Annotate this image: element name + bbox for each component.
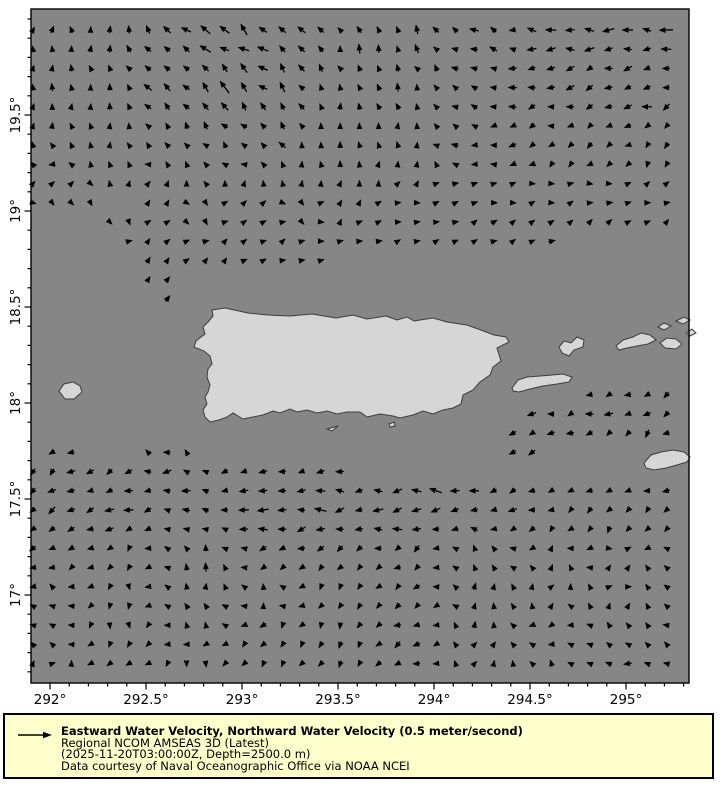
axis-ticks xyxy=(24,18,685,690)
island-st_john xyxy=(659,337,683,350)
island-mona xyxy=(58,381,83,400)
y-tick-label: 17° xyxy=(8,583,24,607)
legend-text-block: Eastward Water Velocity, Northward Water… xyxy=(61,724,523,773)
axis-tick-labels: 292° 292.5° 293° 293.5° 294° 294.5° 295° 19.5° 1… xyxy=(8,97,642,708)
island-vieques xyxy=(511,373,573,393)
y-tick-label: 17.5° xyxy=(8,481,24,518)
legend-time-depth-line: (2025-11-20T03:00:00Z, Depth=2500.0 m) xyxy=(61,747,311,762)
island-islet_south xyxy=(388,421,396,428)
legend-dataset-line: Regional NCOM AMSEAS 3D (Latest) xyxy=(61,735,270,750)
x-tick-label: 294° xyxy=(418,692,451,708)
island-culebra xyxy=(558,336,585,357)
legend-courtesy-line: Data courtesy of Naval Oceanographic Off… xyxy=(61,758,410,773)
x-tick-label: 292.5° xyxy=(123,692,168,708)
legend: Eastward Water Velocity, Northward Water… xyxy=(3,713,714,779)
y-tick-label: 18° xyxy=(8,391,24,415)
x-tick-label: 293.5° xyxy=(315,692,360,708)
x-tick-label: 292° xyxy=(34,692,67,708)
island-puerto_rico xyxy=(193,307,510,423)
map-plot-container: 292° 292.5° 293° 293.5° 294° 294.5° 295° 19.5° 1… xyxy=(8,8,697,708)
velocity-arrows xyxy=(28,23,674,669)
y-tick-label: 19.5° xyxy=(8,97,24,134)
reference-arrow-icon xyxy=(18,731,52,739)
island-st_thomas xyxy=(615,332,657,351)
land-islands xyxy=(58,307,697,471)
x-tick-label: 293° xyxy=(226,692,259,708)
legend-title: Eastward Water Velocity, Northward Water… xyxy=(61,724,523,738)
island-caja_de_muertos xyxy=(325,425,339,432)
x-tick-label: 295° xyxy=(610,692,643,708)
x-tick-label: 294.5° xyxy=(507,692,552,708)
island-tortola_2 xyxy=(674,316,692,325)
y-tick-label: 18.5° xyxy=(8,289,24,326)
island-tortola_1 xyxy=(657,322,673,331)
velocity-vector-map: 292° 292.5° 293° 293.5° 294° 294.5° 295° 19.5° 1… xyxy=(8,8,697,708)
y-tick-label: 19° xyxy=(8,199,24,223)
